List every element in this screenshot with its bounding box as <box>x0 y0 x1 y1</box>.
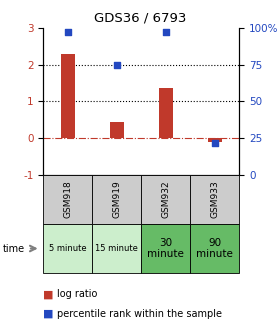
Text: percentile rank within the sample: percentile rank within the sample <box>57 309 222 319</box>
Text: GSM932: GSM932 <box>161 181 171 218</box>
Text: 15 minute: 15 minute <box>95 244 138 253</box>
Text: log ratio: log ratio <box>57 289 98 299</box>
Text: GSM919: GSM919 <box>112 181 122 218</box>
Text: ■: ■ <box>43 309 54 319</box>
Text: GSM918: GSM918 <box>63 181 73 218</box>
Text: time: time <box>3 244 25 253</box>
Text: 30
minute: 30 minute <box>148 238 184 259</box>
Text: GDS36 / 6793: GDS36 / 6793 <box>94 11 186 25</box>
Point <box>164 30 168 35</box>
Bar <box>61 54 75 138</box>
Text: GSM933: GSM933 <box>210 181 220 218</box>
Text: 90
minute: 90 minute <box>197 238 233 259</box>
Text: ■: ■ <box>43 289 54 299</box>
Point <box>115 62 119 67</box>
Text: 5 minute: 5 minute <box>49 244 87 253</box>
Bar <box>159 89 173 138</box>
Point <box>66 30 70 35</box>
Bar <box>110 122 124 138</box>
Point <box>213 140 217 145</box>
Bar <box>208 138 222 142</box>
